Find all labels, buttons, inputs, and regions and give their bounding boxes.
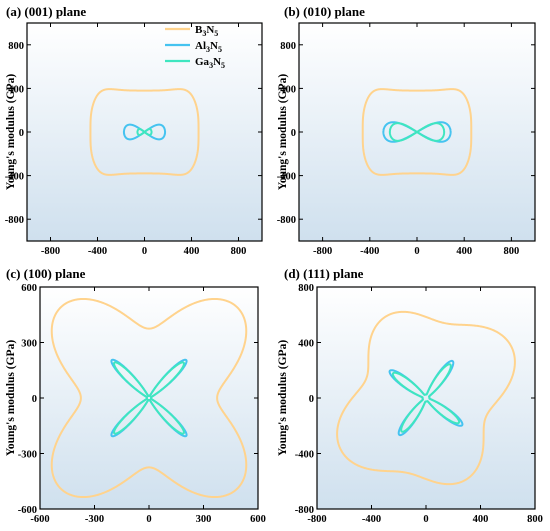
panel-0: -800 -400 0 400 800 -800 -400 0 400 800 (a) (001) … [5, 4, 263, 257]
plot-background [40, 287, 258, 509]
x-tick-label: 300 [196, 514, 212, 525]
plot-background [317, 287, 535, 509]
x-tick-label: -800 [307, 514, 326, 525]
legend-label: Al3N5 [195, 40, 222, 54]
x-tick-label: -400 [88, 246, 107, 257]
panel-title: (d) (111) plane [284, 266, 364, 281]
x-tick-label: 400 [184, 246, 200, 257]
y-tick-label: 0 [309, 394, 314, 405]
y-tick-label: -600 [18, 505, 37, 516]
y-tick-label: 0 [32, 394, 37, 405]
y-tick-label: 0 [19, 128, 24, 139]
x-tick-label: -800 [313, 246, 332, 257]
x-tick-label: -400 [360, 246, 379, 257]
series-Ga3N5 [113, 361, 185, 435]
y-tick-label: 400 [8, 84, 24, 95]
panel-title: (c) (100) plane [6, 266, 86, 281]
x-tick-label: -600 [30, 514, 49, 525]
x-tick-label: 0 [414, 246, 419, 257]
x-tick-label: -400 [362, 514, 381, 525]
panel-1: -800 -400 0 400 800 -800 -400 0 400 800 (b) (010) … [277, 4, 536, 257]
series-B3N5 [361, 88, 473, 176]
series-Ga3N5 [136, 128, 153, 136]
x-tick-label: 0 [146, 514, 151, 525]
series-B3N5 [336, 310, 516, 486]
panel-2: -600 -300 0 300 600 -600 -300 0 300 600 (c) (100) … [5, 266, 266, 525]
y-tick-label: 400 [298, 339, 314, 350]
y-tick-label: -300 [18, 450, 37, 461]
x-tick-label: 800 [504, 246, 520, 257]
x-tick-label: -300 [85, 514, 104, 525]
y-axis-label: Young's modulus (GPa) [5, 340, 17, 456]
panel-title: (b) (010) plane [284, 4, 365, 19]
panel-3: -800 -400 0 400 800 -800 -400 0 400 800 (d) (111) … [277, 266, 543, 525]
y-tick-label: -400 [277, 172, 296, 183]
y-tick-label: -800 [295, 505, 314, 516]
y-axis-label: Young's modulus (GPa) [277, 74, 289, 190]
y-tick-label: -800 [277, 215, 296, 226]
x-tick-label: 0 [423, 514, 428, 525]
x-tick-label: 0 [142, 246, 147, 257]
series-B3N5 [50, 297, 248, 499]
x-tick-label: -800 [41, 246, 60, 257]
x-tick-label: 600 [250, 514, 266, 525]
x-tick-label: 800 [231, 246, 247, 257]
y-axis-label: Young's modulus (GPa) [277, 340, 289, 456]
y-tick-label: 400 [280, 84, 296, 95]
x-tick-label: 400 [456, 246, 472, 257]
y-tick-label: 600 [21, 283, 37, 294]
series-Ga3N5 [388, 122, 446, 142]
series-B3N5 [89, 88, 200, 176]
y-tick-label: 800 [8, 41, 24, 52]
x-tick-label: 800 [527, 514, 543, 525]
y-axis-label: Young's modulus (GPa) [5, 74, 17, 190]
y-tick-label: 300 [21, 339, 37, 350]
y-tick-label: 0 [291, 128, 296, 139]
y-tick-label: -400 [295, 450, 314, 461]
series-Ga3N5 [391, 363, 461, 433]
legend-label: B3N5 [195, 24, 218, 38]
x-tick-label: 400 [473, 514, 489, 525]
y-tick-label: 800 [298, 283, 314, 294]
y-tick-label: 800 [280, 41, 296, 52]
y-tick-label: -400 [5, 172, 24, 183]
y-tick-label: -800 [5, 215, 24, 226]
panel-title: (a) (001) plane [6, 4, 86, 19]
legend-label: Ga3N5 [195, 56, 225, 70]
series-Al3N5 [122, 123, 167, 141]
